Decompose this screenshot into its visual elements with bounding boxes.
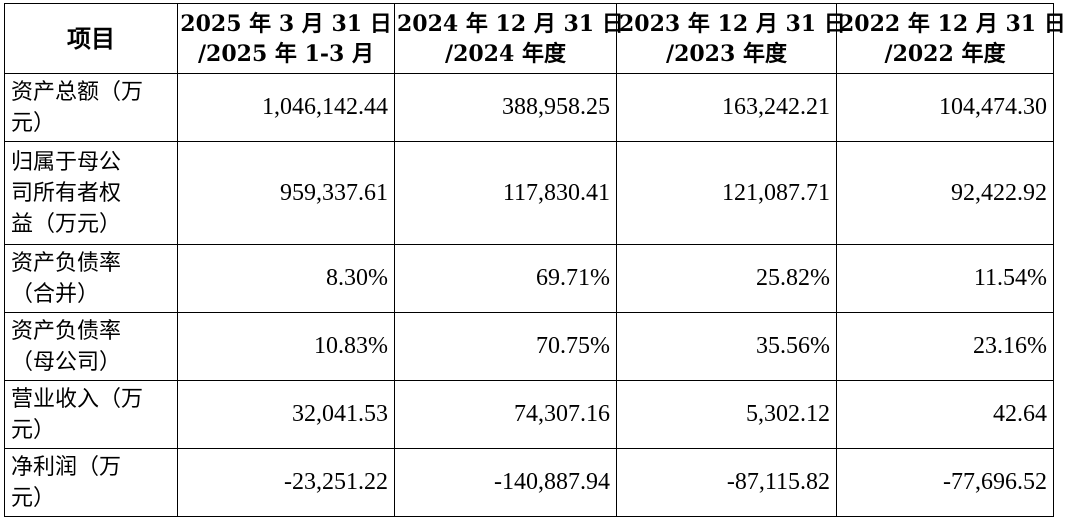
cell-value: 959,337.61: [177, 141, 395, 245]
header-col-2023: 2023 年 12 月 31 日 /2023 年度: [616, 3, 846, 74]
cell-value: -23,251.22: [177, 448, 395, 517]
header-period: /2024 年度: [445, 40, 566, 67]
cell-value: 10.83%: [177, 312, 395, 381]
row-label-line: 净利润（万: [11, 454, 122, 480]
cell-value: 23.16%: [836, 312, 1054, 381]
table-header-row: 项目 2025 年 3 月 31 日 /2025 年 1-3 月 2024 年 …: [4, 3, 1066, 74]
header-item: 项目: [4, 3, 178, 74]
row-label-line: 营业收入（万: [11, 386, 144, 412]
cell-value: -140,887.94: [394, 448, 617, 517]
cell-value: -87,115.82: [616, 448, 837, 517]
table-row-parent-equity: 归属于母公 司所有者权 益（万元） 959,337.61 117,830.41 …: [4, 141, 1054, 245]
header-date: 2025 年 3 月 31 日: [180, 10, 392, 37]
row-label: 净利润（万 元）: [4, 448, 178, 517]
cell-value: 11.54%: [836, 244, 1054, 313]
row-label-line: 益（万元）: [11, 211, 122, 237]
cell-value: 35.56%: [616, 312, 837, 381]
cell-value: 104,474.30: [836, 73, 1054, 142]
table-row-debt-ratio-consolidated: 资产负债率 （合并） 8.30% 69.71% 25.82% 11.54%: [4, 244, 1054, 313]
row-label-line: （合并）: [11, 281, 100, 307]
cell-value: 25.82%: [616, 244, 837, 313]
financial-data-table: 项目 2025 年 3 月 31 日 /2025 年 1-3 月 2024 年 …: [4, 3, 1066, 517]
row-label-line: （母公司）: [11, 349, 122, 375]
row-label-line: 元）: [11, 485, 56, 511]
row-label-line: 归属于母公: [11, 149, 122, 175]
cell-value: -77,696.52: [836, 448, 1054, 517]
cell-value: 8.30%: [177, 244, 395, 313]
header-col-2022: 2022 年 12 月 31 日 /2022 年度: [836, 3, 1066, 74]
cell-value: 42.64: [836, 380, 1054, 449]
header-period: /2023 年度: [666, 40, 787, 67]
row-label: 营业收入（万 元）: [4, 380, 178, 449]
header-date: 2024 年 12 月 31 日: [397, 10, 624, 37]
table-row-debt-ratio-parent: 资产负债率 （母公司） 10.83% 70.75% 35.56% 23.16%: [4, 312, 1054, 381]
row-label: 资产负债率 （母公司）: [4, 312, 178, 381]
header-date: 2022 年 12 月 31 日: [839, 10, 1066, 37]
cell-value: 92,422.92: [836, 141, 1054, 245]
header-col-2024: 2024 年 12 月 31 日 /2024 年度: [394, 3, 624, 74]
cell-value: 70.75%: [394, 312, 617, 381]
cell-value: 5,302.12: [616, 380, 837, 449]
row-label-line: 元）: [11, 417, 56, 443]
row-label: 资产总额（万 元）: [4, 73, 178, 142]
table-row-net-profit: 净利润（万 元） -23,251.22 -140,887.94 -87,115.…: [4, 448, 1054, 517]
row-label-line: 资产总额（万: [11, 79, 144, 105]
row-label-line: 元）: [11, 110, 56, 136]
cell-value: 69.71%: [394, 244, 617, 313]
table-row-revenue: 营业收入（万 元） 32,041.53 74,307.16 5,302.12 4…: [4, 380, 1054, 449]
header-date: 2023 年 12 月 31 日: [619, 10, 846, 37]
cell-value: 32,041.53: [177, 380, 395, 449]
row-label-line: 资产负债率: [11, 318, 122, 344]
cell-value: 117,830.41: [394, 141, 617, 245]
row-label: 归属于母公 司所有者权 益（万元）: [4, 141, 178, 245]
cell-value: 74,307.16: [394, 380, 617, 449]
table-row-total-assets: 资产总额（万 元） 1,046,142.44 388,958.25 163,24…: [4, 73, 1054, 142]
header-period: /2022 年度: [884, 40, 1006, 67]
cell-value: 1,046,142.44: [177, 73, 395, 142]
cell-value: 388,958.25: [394, 73, 617, 142]
row-label: 资产负债率 （合并）: [4, 244, 178, 313]
cell-value: 121,087.71: [616, 141, 837, 245]
row-label-line: 资产负债率: [11, 250, 122, 276]
header-col-2025q1: 2025 年 3 月 31 日 /2025 年 1-3 月: [177, 3, 395, 74]
cell-value: 163,242.21: [616, 73, 837, 142]
row-label-line: 司所有者权: [11, 180, 122, 206]
header-period: /2025 年 1-3 月: [198, 40, 374, 67]
